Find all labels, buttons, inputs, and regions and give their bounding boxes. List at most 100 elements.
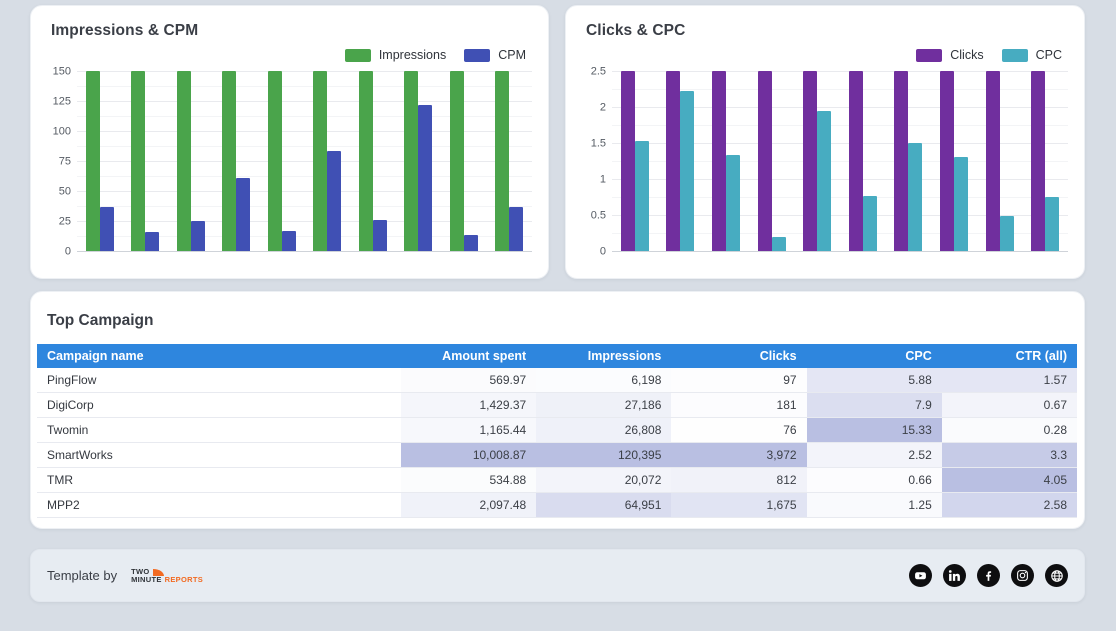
bar-group bbox=[803, 71, 831, 251]
value-cell: 0.28 bbox=[942, 418, 1077, 443]
bar-group bbox=[1031, 71, 1059, 251]
value-cell: 181 bbox=[671, 393, 806, 418]
campaign-name-cell: DigiCorp bbox=[37, 393, 401, 418]
chart-legend: ImpressionsCPM bbox=[345, 48, 526, 62]
y-tick-label: 0 bbox=[600, 247, 606, 258]
impressions-cpm-chart-card: Impressions & CPM ImpressionsCPM 0255075… bbox=[30, 5, 549, 279]
bar-clicks bbox=[986, 71, 1000, 251]
bar-impressions bbox=[450, 71, 464, 251]
bar-impressions bbox=[268, 71, 282, 251]
gridline bbox=[612, 251, 1068, 252]
value-cell: 0.66 bbox=[807, 468, 942, 493]
bar-cpm bbox=[418, 105, 432, 251]
y-tick-label: 2 bbox=[600, 103, 606, 114]
bar-cpc bbox=[817, 111, 831, 251]
table-title: Top Campaign bbox=[47, 312, 154, 330]
y-tick-label: 2.5 bbox=[591, 67, 606, 78]
campaign-name-cell: MPP2 bbox=[37, 493, 401, 518]
y-tick-label: 150 bbox=[53, 67, 71, 78]
bar-clicks bbox=[666, 71, 680, 251]
legend-label: Impressions bbox=[379, 48, 446, 62]
campaign-name-cell: Twomin bbox=[37, 418, 401, 443]
bar-group bbox=[404, 71, 432, 251]
bar-group bbox=[177, 71, 205, 251]
clicks-cpc-chart-card: Clicks & CPC ClicksCPC 00.511.522.5 bbox=[565, 5, 1085, 279]
value-cell: 76 bbox=[671, 418, 806, 443]
campaign-name-cell: PingFlow bbox=[37, 368, 401, 393]
value-cell: 1.57 bbox=[942, 368, 1077, 393]
template-by-label: Template by bbox=[47, 568, 117, 583]
value-cell: 64,951 bbox=[536, 493, 671, 518]
bar-group bbox=[849, 71, 877, 251]
bar-group bbox=[222, 71, 250, 251]
bar-group bbox=[359, 71, 387, 251]
footer-bar: Template by TWO MINUTE REPORTS bbox=[30, 549, 1085, 602]
bar-clicks bbox=[803, 71, 817, 251]
y-axis-labels: 0255075100125150 bbox=[31, 72, 71, 252]
table-row: TMR534.8820,0728120.664.05 bbox=[37, 468, 1077, 493]
bar-clicks bbox=[712, 71, 726, 251]
value-cell: 2,097.48 bbox=[401, 493, 536, 518]
bar-group bbox=[313, 71, 341, 251]
instagram-icon[interactable] bbox=[1011, 564, 1034, 587]
bar-impressions bbox=[313, 71, 327, 251]
bar-group bbox=[450, 71, 478, 251]
bar-impressions bbox=[177, 71, 191, 251]
chart-title: Impressions & CPM bbox=[51, 22, 198, 40]
bar-group bbox=[86, 71, 114, 251]
gridline bbox=[77, 251, 532, 252]
bar-clicks bbox=[758, 71, 772, 251]
bar-cpm bbox=[282, 231, 296, 251]
bar-group bbox=[131, 71, 159, 251]
bar-cpm bbox=[373, 220, 387, 251]
table-row: Twomin1,165.4426,8087615.330.28 bbox=[37, 418, 1077, 443]
value-cell: 97 bbox=[671, 368, 806, 393]
bar-cpc bbox=[772, 237, 786, 251]
youtube-icon[interactable] bbox=[909, 564, 932, 587]
facebook-icon[interactable] bbox=[977, 564, 1000, 587]
bar-cpc bbox=[726, 155, 740, 251]
footer-branding: Template by TWO MINUTE REPORTS bbox=[47, 568, 203, 584]
y-tick-label: 0 bbox=[65, 247, 71, 258]
value-cell: 26,808 bbox=[536, 418, 671, 443]
chart-legend: Clicks CPC bbox=[916, 48, 1062, 62]
globe-icon[interactable] bbox=[1045, 564, 1068, 587]
value-cell: 10,008.87 bbox=[401, 443, 536, 468]
bar-cpm bbox=[100, 207, 114, 251]
bar-group bbox=[758, 71, 786, 251]
legend-swatch bbox=[345, 49, 371, 62]
y-axis-labels: 00.511.522.5 bbox=[566, 72, 606, 252]
bar-cpm bbox=[509, 207, 523, 251]
value-cell: 4.05 bbox=[942, 468, 1077, 493]
legend-label: CPC bbox=[1036, 48, 1062, 62]
y-tick-label: 25 bbox=[59, 217, 71, 228]
legend-item-impressions: Impressions bbox=[345, 48, 446, 62]
value-cell: 1,675 bbox=[671, 493, 806, 518]
y-tick-label: 75 bbox=[59, 157, 71, 168]
table-row: PingFlow569.976,198975.881.57 bbox=[37, 368, 1077, 393]
bar-impressions bbox=[404, 71, 418, 251]
bar-groups bbox=[612, 71, 1068, 251]
legend-item-clicks: Clicks bbox=[916, 48, 983, 62]
value-cell: 27,186 bbox=[536, 393, 671, 418]
bar-cpm bbox=[145, 232, 159, 251]
y-tick-label: 0.5 bbox=[591, 211, 606, 222]
table-row: DigiCorp1,429.3727,1861817.90.67 bbox=[37, 393, 1077, 418]
bar-group bbox=[666, 71, 694, 251]
campaign-name-cell: SmartWorks bbox=[37, 443, 401, 468]
table-row: SmartWorks10,008.87120,3953,9722.523.3 bbox=[37, 443, 1077, 468]
logo-text-minute: MINUTE bbox=[131, 576, 162, 584]
bar-group bbox=[621, 71, 649, 251]
linkedin-icon[interactable] bbox=[943, 564, 966, 587]
bar-group bbox=[712, 71, 740, 251]
bar-chart: 0255075100125150 bbox=[31, 72, 532, 252]
bar-impressions bbox=[86, 71, 100, 251]
value-cell: 1,165.44 bbox=[401, 418, 536, 443]
column-header: CTR (all) bbox=[942, 344, 1077, 368]
legend-swatch bbox=[464, 49, 490, 62]
value-cell: 7.9 bbox=[807, 393, 942, 418]
bar-clicks bbox=[940, 71, 954, 251]
value-cell: 3,972 bbox=[671, 443, 806, 468]
bar-cpc bbox=[1000, 216, 1014, 251]
bar-cpm bbox=[191, 221, 205, 251]
